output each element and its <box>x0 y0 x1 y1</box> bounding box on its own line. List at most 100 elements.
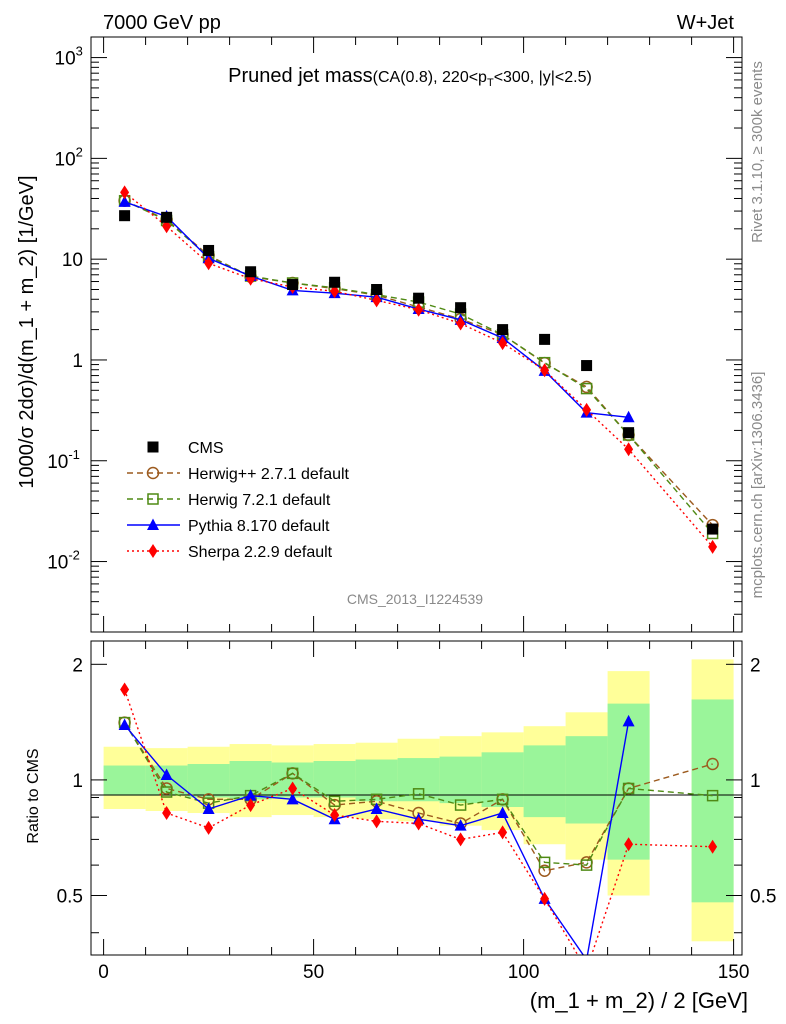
data-point <box>540 363 550 378</box>
main-series-layer <box>118 185 719 554</box>
ratio-tick-label-right: 1 <box>750 771 761 792</box>
ratio-point <box>118 718 131 730</box>
ratio-point <box>370 802 383 814</box>
main-panel: 10-2 10-1 1 10 102 103 1000/σ 2dσ)/d(m_1 + m_… <box>16 36 743 633</box>
ratio-point <box>538 856 551 869</box>
ratio-point <box>412 788 425 800</box>
x-tick-label: 150 <box>718 962 750 983</box>
ratio-point <box>456 832 466 847</box>
data-point <box>161 211 173 223</box>
title-sub-b: <300, |y|<2.5) <box>494 69 592 86</box>
ratio-point <box>414 816 424 831</box>
stat-band <box>313 761 356 798</box>
stat-band <box>439 756 482 804</box>
data-point <box>497 324 509 336</box>
series-sherpa-2-2-9-default <box>120 185 718 554</box>
ratio-point <box>622 782 635 795</box>
ratio-point <box>202 802 215 814</box>
energy-label: 7000 GeV pp <box>103 12 221 34</box>
ratio-point <box>162 806 172 821</box>
ratio-series-layer <box>118 682 719 955</box>
data-point <box>120 185 130 200</box>
data-point <box>372 293 382 308</box>
ratio-tick-label: 2 <box>72 655 83 676</box>
ratio-tick-label: 1 <box>72 771 83 792</box>
data-point <box>245 266 257 278</box>
ratio-line <box>123 689 713 955</box>
data-point <box>498 336 508 351</box>
ratio-line <box>124 722 713 866</box>
ratio-axis-ticks: 0.5 0.5 1 1 2 2 0 50 100 150 <box>57 641 776 983</box>
legend-marker <box>148 544 158 558</box>
ratio-point <box>286 792 299 805</box>
stat-band <box>397 758 440 802</box>
ratio-point <box>496 793 509 806</box>
series-cms <box>119 210 719 535</box>
data-point <box>203 244 215 256</box>
legend-item-sherpa-2-2-9-default: Sherpa 2.2.9 default <box>127 544 333 561</box>
y-tick-label: 103 <box>55 44 83 70</box>
mcplots-label: mcplots.cern.ch [arXiv:1306.3436] <box>749 372 766 599</box>
ratio-point <box>372 814 382 829</box>
main-axis-ticks: 10-2 10-1 1 10 102 103 <box>47 37 742 633</box>
ratio-point <box>120 682 130 697</box>
stat-band <box>103 765 146 796</box>
data-point <box>622 410 635 423</box>
x-tick-label: 100 <box>508 962 540 983</box>
ratio-point <box>454 799 467 811</box>
data-point <box>582 402 592 417</box>
data-point <box>707 523 719 535</box>
legend-label: Herwig 7.2.1 default <box>188 492 331 509</box>
ratio-point <box>538 864 551 878</box>
ratio-point <box>160 786 173 798</box>
main-frame <box>90 36 743 633</box>
data-point <box>371 284 383 296</box>
data-point <box>539 333 551 345</box>
title-main: Pruned jet mass <box>228 65 373 87</box>
data-point <box>580 382 593 395</box>
ratio-point <box>160 768 173 780</box>
x-tick-label: 50 <box>303 962 324 983</box>
stat-band <box>187 764 230 798</box>
y-tick-label: 102 <box>55 144 83 170</box>
stat-band <box>565 736 608 824</box>
data-point <box>204 256 214 271</box>
data-point <box>581 360 593 372</box>
data-point <box>119 210 131 222</box>
ratio-y-label: Ratio to CMS <box>25 748 42 843</box>
x-tick-label: 0 <box>98 962 109 983</box>
data-point <box>287 279 299 291</box>
ratio-point <box>706 757 719 771</box>
data-point <box>330 284 340 299</box>
data-point <box>329 276 341 288</box>
stat-band <box>481 752 524 808</box>
ratio-frame <box>90 640 743 956</box>
ratio-line <box>124 722 713 872</box>
ratio-point <box>286 767 299 780</box>
title-sub-a: (CA(0.8), 220<p <box>373 69 487 86</box>
legend-item-cms: CMS <box>147 440 224 457</box>
data-point <box>624 442 634 457</box>
ratio-point <box>328 795 341 807</box>
rivet-label: Rivet 3.1.10, ≥ 300k events <box>749 61 766 243</box>
ratio-point <box>540 891 550 906</box>
legend-item-herwig-2-7-1-default: Herwig++ 2.7.1 default <box>127 466 350 483</box>
ratio-point <box>622 714 635 727</box>
ratio-point <box>204 820 214 835</box>
data-point <box>413 292 425 304</box>
legend: CMS Herwig++ 2.7.1 default Herwig 7.2.1 de… <box>127 440 350 561</box>
ratio-point <box>708 839 718 854</box>
ratio-point <box>454 819 467 831</box>
ratio-sherpa-2-2-9-default <box>120 682 718 955</box>
data-point <box>623 427 635 439</box>
chart-title: Pruned jet mass(CA(0.8), 220<pT<300, |y|… <box>228 65 592 89</box>
series-line <box>124 200 714 534</box>
ratio-tick-label-right: 0.5 <box>750 887 776 908</box>
legend-item-herwig-7-2-1-default: Herwig 7.2.1 default <box>127 492 331 509</box>
series-pythia-8-170-default <box>118 195 635 423</box>
legend-marker <box>146 466 160 480</box>
legend-label: CMS <box>188 440 224 457</box>
stat-band <box>607 703 650 860</box>
legend-item-pythia-8-170-default: Pythia 8.170 default <box>127 518 330 535</box>
